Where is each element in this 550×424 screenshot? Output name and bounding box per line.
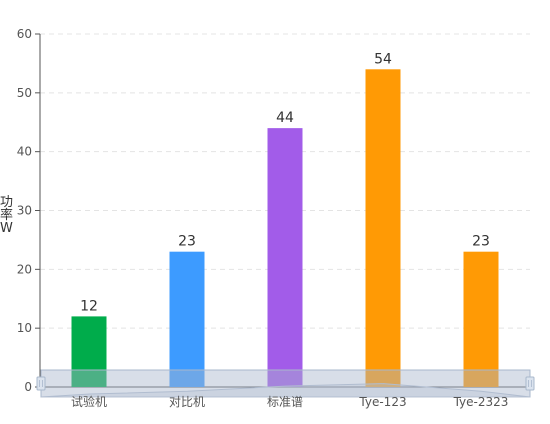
y-tick-label: 40	[17, 145, 32, 159]
zoom-selected-range[interactable]	[41, 370, 530, 397]
x-tick-label: Tye-123	[358, 395, 406, 409]
bars	[71, 69, 499, 388]
y-tick-label: 30	[17, 204, 32, 218]
x-tick-label: 对比机	[169, 395, 205, 409]
y-tick-label: 60	[17, 27, 32, 41]
bar-4	[365, 69, 401, 388]
bar-5	[463, 251, 499, 387]
x-tick-label: 试验机	[71, 394, 107, 409]
data-label: 12	[80, 298, 98, 314]
bar-1	[71, 316, 107, 387]
bar-2	[169, 251, 205, 387]
data-label: 23	[178, 234, 196, 250]
x-tick-labels: 试验机 对比机 标准谱 Tye-123 Tye-2323	[71, 394, 508, 409]
y-axis-title: 功 率 W	[0, 195, 14, 236]
y-tick-label: 20	[17, 262, 32, 276]
zoom-handle-left[interactable]	[36, 376, 46, 391]
x-tick-label: Tye-2323	[453, 395, 509, 409]
x-tick-label: 标准谱	[267, 395, 303, 409]
data-label: 44	[276, 110, 294, 126]
zoom-handle-right[interactable]	[525, 376, 535, 391]
data-label: 54	[374, 51, 392, 67]
y-tick-label: 50	[17, 86, 32, 100]
bar-3	[267, 128, 303, 387]
data-label: 23	[472, 234, 490, 250]
data-labels: 12 23 44 54 23	[80, 51, 490, 314]
zoom-preview-area	[40, 383, 531, 398]
y-tick-label: 10	[17, 321, 32, 335]
y-tick-label: 0	[24, 380, 32, 394]
data-zoom-slider[interactable]	[36, 369, 535, 398]
